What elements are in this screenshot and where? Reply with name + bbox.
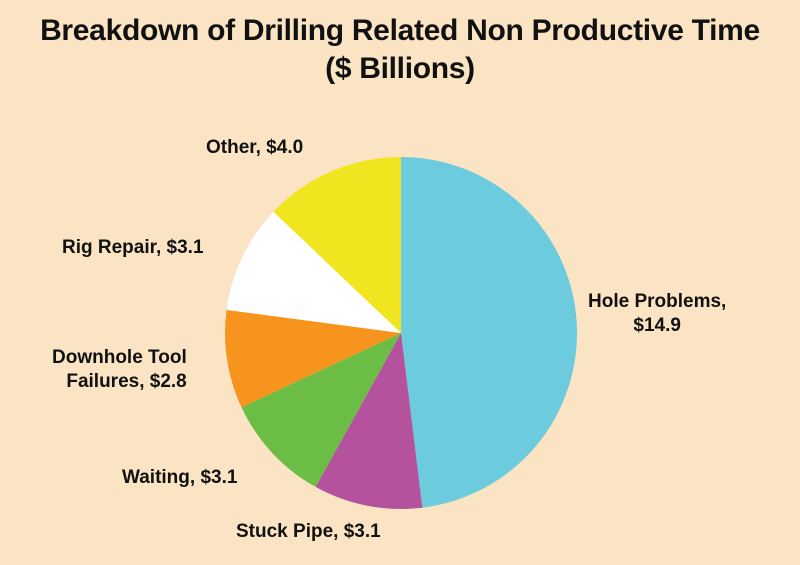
label-other-line-1: Other, $4.0 [206,137,304,158]
label-waiting-line-1: Waiting, $3.1 [122,467,238,488]
pie-slice-rig-repair [226,211,401,333]
pie-slice-other [273,157,401,333]
chart-title-block: Breakdown of Drilling Related Non Produc… [0,12,800,88]
label-downhole-line-1: Downhole Tool [52,347,187,368]
pie-slice-hole-problems [401,157,577,508]
label-stuck-pipe-line-1: Stuck Pipe, $3.1 [236,521,381,542]
chart-title: Breakdown of Drilling Related Non Produc… [40,14,760,47]
chart-subtitle: ($ Billions) [325,52,475,85]
pie-slice-downhole-tool-failures [225,309,401,408]
pie-slice-waiting [241,333,401,487]
pie-slice-stuck-pipe [315,333,423,510]
label-hole-problems-line-1: Hole Problems, [588,291,727,312]
label-stuck-pipe: Stuck Pipe, $3.1 [236,520,381,544]
label-rig-repair: Rig Repair, $3.1 [62,236,204,260]
label-waiting: Waiting, $3.1 [122,466,237,490]
label-hole-problems-line-2: $14.9 [633,315,681,336]
label-downhole-tool-failures: Downhole Tool Failures, $2.8 [52,346,187,394]
label-rig-repair-line-1: Rig Repair, $3.1 [62,237,204,258]
label-other: Other, $4.0 [206,136,303,160]
label-downhole-line-2: Failures, $2.8 [66,371,187,392]
label-hole-problems: Hole Problems, $14.9 [588,290,726,338]
